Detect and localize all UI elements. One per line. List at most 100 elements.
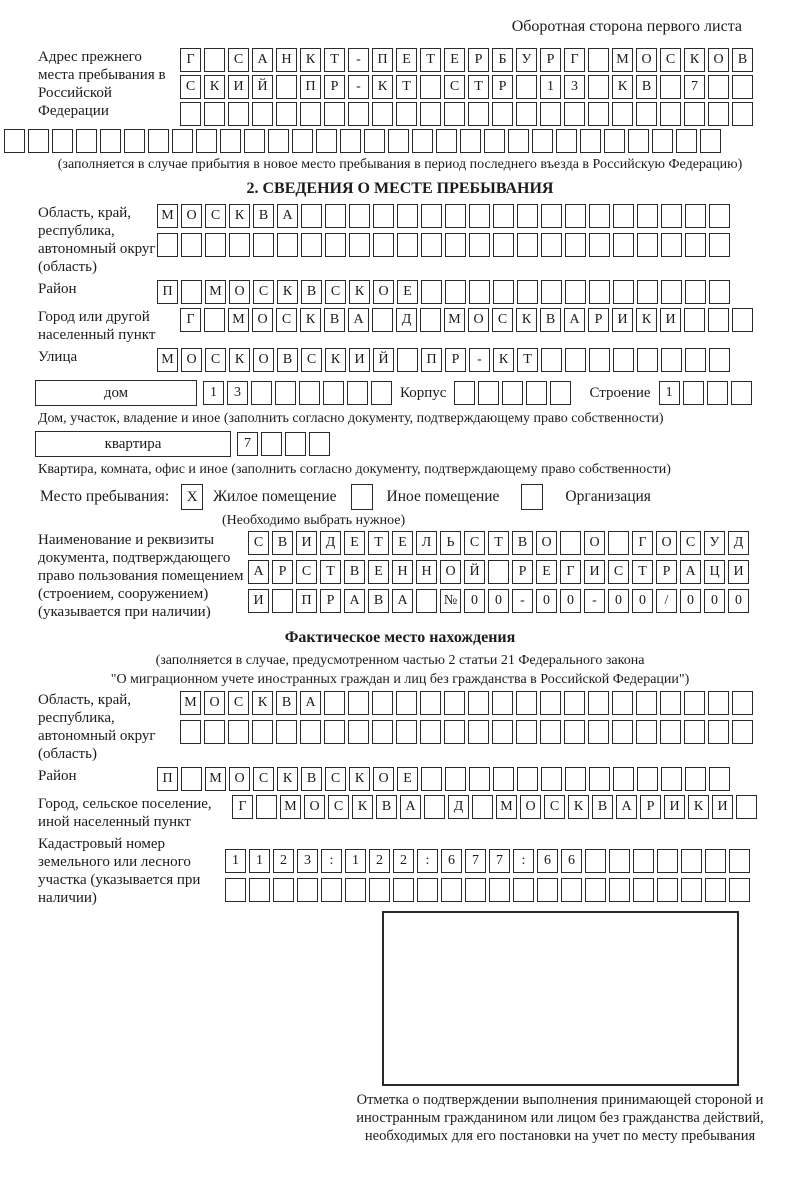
char-cell[interactable] — [636, 720, 657, 744]
char-cell[interactable]: Р — [540, 48, 561, 72]
char-cell[interactable] — [565, 767, 586, 791]
char-cell[interactable]: О — [520, 795, 541, 819]
char-cell[interactable]: К — [252, 691, 273, 715]
char-cell[interactable] — [468, 720, 489, 744]
char-cell[interactable] — [204, 720, 225, 744]
char-cell[interactable]: С — [248, 531, 269, 555]
char-cell[interactable]: 0 — [632, 589, 653, 613]
char-cell[interactable]: 0 — [488, 589, 509, 613]
char-cell[interactable] — [488, 560, 509, 584]
char-cell[interactable] — [205, 233, 226, 257]
char-cell[interactable]: О — [636, 48, 657, 72]
char-cell[interactable]: О — [440, 560, 461, 584]
char-cell[interactable] — [628, 129, 649, 153]
char-cell[interactable] — [661, 767, 682, 791]
char-cell[interactable] — [478, 381, 500, 405]
char-cell[interactable] — [321, 878, 342, 902]
char-cell[interactable] — [412, 129, 433, 153]
char-cell[interactable] — [348, 691, 369, 715]
char-cell[interactable]: В — [512, 531, 533, 555]
char-cell[interactable] — [444, 720, 465, 744]
char-cell[interactable]: Д — [728, 531, 749, 555]
char-cell[interactable]: У — [516, 48, 537, 72]
char-cell[interactable] — [492, 102, 513, 126]
char-cell[interactable]: В — [368, 589, 389, 613]
char-cell[interactable] — [275, 381, 296, 405]
char-cell[interactable]: С — [301, 348, 322, 372]
char-cell[interactable]: О — [181, 348, 202, 372]
char-cell[interactable] — [684, 102, 705, 126]
char-cell[interactable] — [589, 233, 610, 257]
checkbox-other-premises[interactable] — [350, 484, 373, 510]
char-cell[interactable] — [513, 878, 534, 902]
char-cell[interactable]: Т — [320, 560, 341, 584]
char-cell[interactable]: Г — [564, 48, 585, 72]
char-cell[interactable] — [588, 75, 609, 99]
char-cell[interactable]: С — [276, 308, 297, 332]
char-cell[interactable] — [532, 129, 553, 153]
char-cell[interactable] — [204, 48, 225, 72]
char-cell[interactable] — [541, 280, 562, 304]
char-cell[interactable]: Т — [324, 48, 345, 72]
checkbox-organization[interactable] — [521, 484, 544, 510]
char-cell[interactable] — [323, 381, 344, 405]
char-cell[interactable]: А — [392, 589, 413, 613]
char-cell[interactable]: К — [277, 280, 298, 304]
char-cell[interactable] — [637, 280, 658, 304]
char-cell[interactable]: 1 — [203, 381, 224, 405]
char-cell[interactable] — [469, 280, 490, 304]
char-cell[interactable]: М — [205, 280, 226, 304]
char-cell[interactable]: Г — [560, 560, 581, 584]
char-cell[interactable] — [316, 129, 337, 153]
char-cell[interactable] — [229, 233, 250, 257]
char-cell[interactable] — [388, 129, 409, 153]
char-cell[interactable]: О — [229, 280, 250, 304]
char-cell[interactable]: И — [248, 589, 269, 613]
char-cell[interactable]: П — [157, 767, 178, 791]
char-cell[interactable] — [636, 102, 657, 126]
char-cell[interactable]: 7 — [489, 849, 510, 873]
char-cell[interactable] — [517, 204, 538, 228]
char-cell[interactable] — [372, 308, 393, 332]
char-cell[interactable]: А — [564, 308, 585, 332]
char-cell[interactable] — [685, 348, 706, 372]
char-cell[interactable] — [493, 204, 514, 228]
char-cell[interactable] — [613, 767, 634, 791]
char-cell[interactable]: Б — [492, 48, 513, 72]
char-cell[interactable] — [492, 691, 513, 715]
char-cell[interactable]: К — [636, 308, 657, 332]
char-cell[interactable]: С — [492, 308, 513, 332]
char-cell[interactable] — [252, 720, 273, 744]
char-cell[interactable]: К — [204, 75, 225, 99]
char-cell[interactable] — [444, 102, 465, 126]
char-cell[interactable] — [588, 720, 609, 744]
char-cell[interactable] — [612, 720, 633, 744]
char-cell[interactable]: О — [708, 48, 729, 72]
char-cell[interactable]: М — [228, 308, 249, 332]
char-cell[interactable] — [541, 233, 562, 257]
char-cell[interactable] — [324, 691, 345, 715]
char-cell[interactable] — [709, 204, 730, 228]
char-cell[interactable] — [705, 878, 726, 902]
char-cell[interactable] — [349, 233, 370, 257]
char-cell[interactable]: 3 — [227, 381, 248, 405]
char-cell[interactable]: А — [348, 308, 369, 332]
char-cell[interactable]: С — [205, 204, 226, 228]
char-cell[interactable] — [508, 129, 529, 153]
char-cell[interactable]: П — [421, 348, 442, 372]
char-cell[interactable] — [661, 204, 682, 228]
char-cell[interactable]: А — [252, 48, 273, 72]
char-cell[interactable]: В — [301, 280, 322, 304]
char-cell[interactable]: С — [296, 560, 317, 584]
char-cell[interactable]: В — [277, 348, 298, 372]
char-cell[interactable] — [493, 767, 514, 791]
char-cell[interactable] — [612, 691, 633, 715]
char-cell[interactable] — [585, 849, 606, 873]
char-cell[interactable]: - — [469, 348, 490, 372]
char-cell[interactable] — [180, 720, 201, 744]
char-cell[interactable] — [580, 129, 601, 153]
char-cell[interactable]: О — [373, 280, 394, 304]
char-cell[interactable] — [372, 720, 393, 744]
char-cell[interactable]: И — [296, 531, 317, 555]
char-cell[interactable] — [588, 48, 609, 72]
